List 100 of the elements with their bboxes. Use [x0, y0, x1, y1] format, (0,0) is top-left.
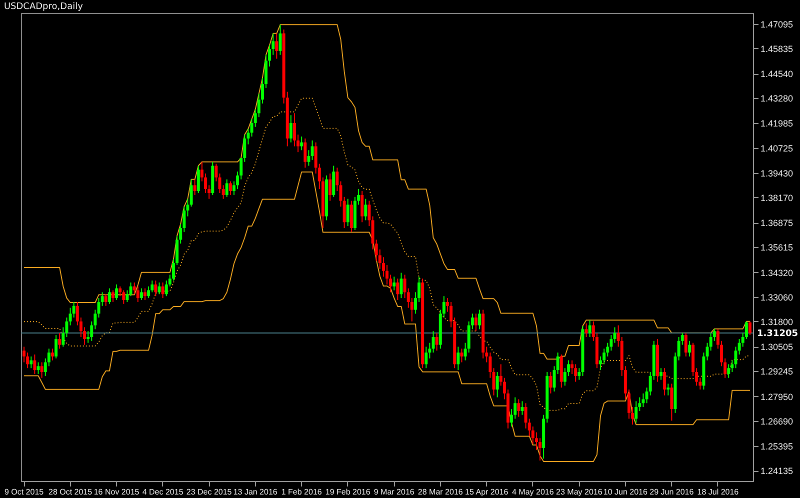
chart-title: USDCADpro,Daily	[4, 2, 84, 12]
x-tick-label: 9 Oct 2015	[4, 488, 44, 496]
candlestick	[332, 165, 336, 198]
y-tick-label: 1.33060	[760, 292, 794, 302]
x-tick-label: 9 Mar 2016	[374, 488, 415, 496]
candlestick	[36, 362, 40, 374]
y-tick-label: 1.47095	[760, 19, 794, 30]
candlestick	[748, 320, 752, 336]
candlestick	[158, 282, 161, 295]
candlestick	[50, 348, 54, 361]
x-tick-label: 13 Jan 2016	[233, 488, 278, 496]
candlestick	[190, 178, 193, 208]
candlestick	[126, 290, 129, 302]
x-tick-label: 28 Oct 2015	[48, 488, 93, 496]
candlestick	[58, 332, 62, 350]
line-series	[24, 171, 750, 462]
candlestick	[300, 136, 304, 151]
candlestick	[727, 364, 730, 378]
candlestick	[228, 180, 232, 196]
candlestick	[108, 288, 111, 304]
candlestick	[456, 346, 460, 371]
y-tick-label: 1.29245	[760, 366, 794, 377]
candlestick	[140, 288, 143, 301]
candlestick	[111, 290, 114, 302]
x-tick-label: 10 Jun 2016	[603, 488, 648, 496]
candlestick	[396, 278, 400, 301]
candlestick	[634, 400, 638, 424]
candlestick	[549, 372, 552, 394]
y-tick-label: 1.26690	[760, 416, 794, 426]
y-tick-label: 1.34320	[760, 268, 794, 278]
ref-line-label: 1.31205	[757, 329, 798, 340]
candlestick	[660, 368, 663, 380]
y-tick-label: 1.36875	[760, 218, 794, 228]
candlestick	[734, 346, 738, 369]
candlestick	[222, 184, 225, 200]
x-tick-label: 29 Jun 2016	[650, 488, 694, 496]
x-tick-label: 19 Feb 2016	[325, 488, 371, 496]
candlestick	[278, 24, 282, 56]
y-tick-label: 1.31800	[760, 316, 794, 327]
y-tick-label: 1.39430	[760, 168, 794, 178]
candlestick	[435, 332, 438, 352]
candlestick	[225, 178, 228, 198]
x-tick-label: 23 May 2016	[556, 488, 603, 496]
candlestick	[275, 32, 278, 60]
y-tick-label: 1.30505	[760, 342, 794, 352]
x-tick-label: 15 Apr 2016	[465, 488, 509, 496]
candlestick	[129, 282, 132, 297]
candlestick	[360, 190, 364, 223]
candlestick	[460, 348, 464, 363]
candlestick	[346, 198, 350, 227]
x-tick-label: 16 Nov 2015	[94, 488, 140, 496]
candlestick	[310, 140, 314, 160]
candlestick	[392, 276, 396, 291]
candlestick	[33, 354, 36, 374]
x-tick-label: 1 Feb 2016	[281, 488, 322, 496]
candlestick	[474, 313, 478, 332]
candlestick	[584, 322, 588, 338]
candlestick	[663, 368, 666, 396]
candlestick	[677, 336, 680, 361]
candlestick	[304, 138, 307, 168]
candlestick	[307, 150, 310, 166]
x-tick-label: 23 Dec 2015	[186, 488, 232, 496]
candlestick	[104, 294, 108, 306]
candlestick	[492, 368, 496, 396]
candlestick	[520, 400, 524, 416]
x-tick-label: 4 Dec 2015	[142, 488, 184, 496]
y-tick-label: 1.40725	[760, 143, 794, 154]
candlestick	[424, 346, 428, 369]
candlestick	[342, 196, 346, 229]
x-tick-label: 4 May 2016	[512, 488, 554, 496]
y-tick-label: 1.41985	[760, 118, 794, 129]
candlestick	[400, 272, 403, 299]
candlestick	[368, 200, 371, 227]
candlestick	[328, 173, 332, 202]
candlestick	[588, 320, 592, 338]
candlestick	[115, 284, 118, 301]
candlestick	[432, 330, 435, 354]
candlestick	[122, 290, 126, 304]
candlestick	[496, 372, 499, 398]
candlestick	[684, 332, 688, 357]
candlestick	[289, 114, 292, 143]
candlestick	[350, 200, 353, 232]
y-tick-label: 1.45835	[760, 44, 794, 54]
candlestick	[161, 282, 164, 299]
candlestick	[40, 362, 44, 378]
candlestick	[688, 340, 691, 357]
candlestick	[670, 383, 674, 422]
candlestick	[196, 165, 200, 194]
candlestick	[364, 198, 368, 221]
x-tick-label: 28 Mar 2016	[418, 488, 464, 496]
candlestick	[154, 280, 158, 297]
y-tick-label: 1.25395	[760, 442, 794, 452]
candlestick	[144, 288, 147, 301]
y-tick-label: 1.44540	[760, 69, 794, 80]
candlestick	[574, 364, 578, 382]
y-tick-label: 1.38170	[760, 192, 794, 203]
y-tick-label: 1.24135	[760, 466, 794, 476]
candlestick	[517, 398, 520, 418]
candlestick	[478, 309, 482, 330]
x-tick-label: 18 Jul 2016	[697, 488, 740, 496]
